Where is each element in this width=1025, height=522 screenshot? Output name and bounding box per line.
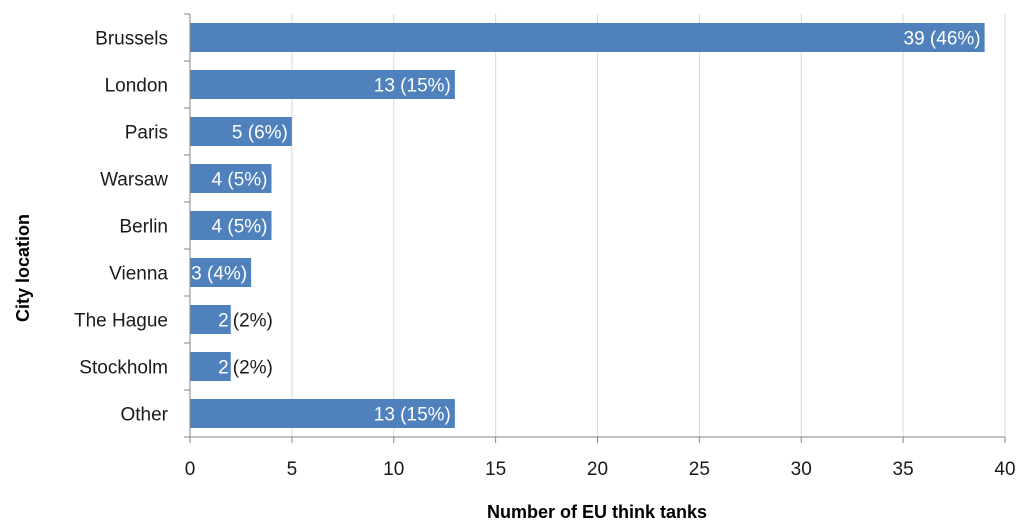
category-label-the-hague: The Hague <box>74 311 168 332</box>
category-label-vienna: Vienna <box>109 264 168 285</box>
category-label-london: London <box>105 76 168 97</box>
category-label-warsaw: Warsaw <box>100 170 168 191</box>
bar-london <box>190 70 455 99</box>
data-label-berlin: 4 (5%) <box>212 217 268 238</box>
bar-brussels <box>190 23 985 52</box>
data-label-london: 13 (15%) <box>374 76 451 97</box>
bars <box>190 23 985 428</box>
bar-other <box>190 399 455 428</box>
data-label-vienna: 3 (4%) <box>191 264 247 285</box>
data-label-other: 13 (15%) <box>374 405 451 426</box>
data-label-pct-the-hague: (2%) <box>233 311 273 332</box>
category-label-paris: Paris <box>125 123 168 144</box>
bar-the-hague <box>190 305 231 334</box>
x-tick-label-10: 10 <box>383 459 404 480</box>
category-label-stockholm: Stockholm <box>79 358 168 379</box>
x-tick-label-20: 20 <box>587 459 608 480</box>
x-axis-title: Number of EU think tanks <box>487 502 707 522</box>
bar-stockholm <box>190 352 231 381</box>
data-labels: 39 (46%) 13 (15%) 5 (6%) 4 (5%) 4 (5%) 3 (4%)… <box>191 29 980 426</box>
category-labels: Brussels London Paris Warsaw Berlin Vienna The… <box>74 29 169 426</box>
x-tick-label-15: 15 <box>485 459 506 480</box>
axes <box>184 13 1006 443</box>
bar-warsaw <box>190 164 272 193</box>
category-label-berlin: Berlin <box>119 217 168 238</box>
x-tick-label-35: 35 <box>893 459 914 480</box>
bar-berlin <box>190 211 272 240</box>
bar-paris <box>190 117 292 146</box>
x-tick-label-30: 30 <box>791 459 812 480</box>
x-tick-label-0: 0 <box>185 459 196 480</box>
x-tick-label-5: 5 <box>287 459 298 480</box>
bar-vienna <box>190 258 252 287</box>
x-tick-labels: 0 5 10 15 20 25 30 35 40 <box>185 459 1016 480</box>
data-label-pct-stockholm: (2%) <box>233 358 273 379</box>
data-label-brussels: 39 (46%) <box>904 29 981 50</box>
category-label-brussels: Brussels <box>95 29 168 50</box>
category-label-other: Other <box>120 405 168 426</box>
data-label-value-the-hague: 2 <box>218 311 229 332</box>
y-axis-title: City location <box>13 214 33 322</box>
data-label-value-stockholm: 2 <box>218 358 229 379</box>
data-label-warsaw: 4 (5%) <box>212 170 268 191</box>
x-tick-label-25: 25 <box>689 459 710 480</box>
data-label-paris: 5 (6%) <box>232 123 288 144</box>
x-tick-label-40: 40 <box>994 459 1015 480</box>
